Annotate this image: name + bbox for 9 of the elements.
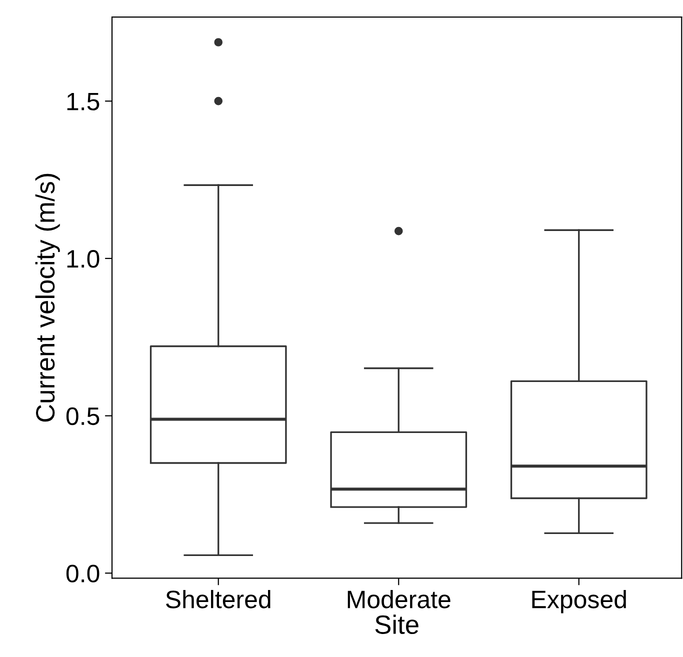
x-tick-label: Moderate [348, 590, 450, 608]
x-axis-title: Site [375, 614, 418, 634]
y-tick-label: 1.5 [67, 92, 100, 110]
y-tick-label: 1.0 [67, 250, 100, 268]
x-tick-label: Exposed [532, 590, 626, 614]
x-tick-label: Sheltered [166, 590, 270, 608]
y-tick-label: 0.0 [66, 564, 100, 582]
y-axis-title: Current velocity (m/s) [35, 174, 60, 422]
y-tick-label: 0.5 [66, 407, 100, 426]
